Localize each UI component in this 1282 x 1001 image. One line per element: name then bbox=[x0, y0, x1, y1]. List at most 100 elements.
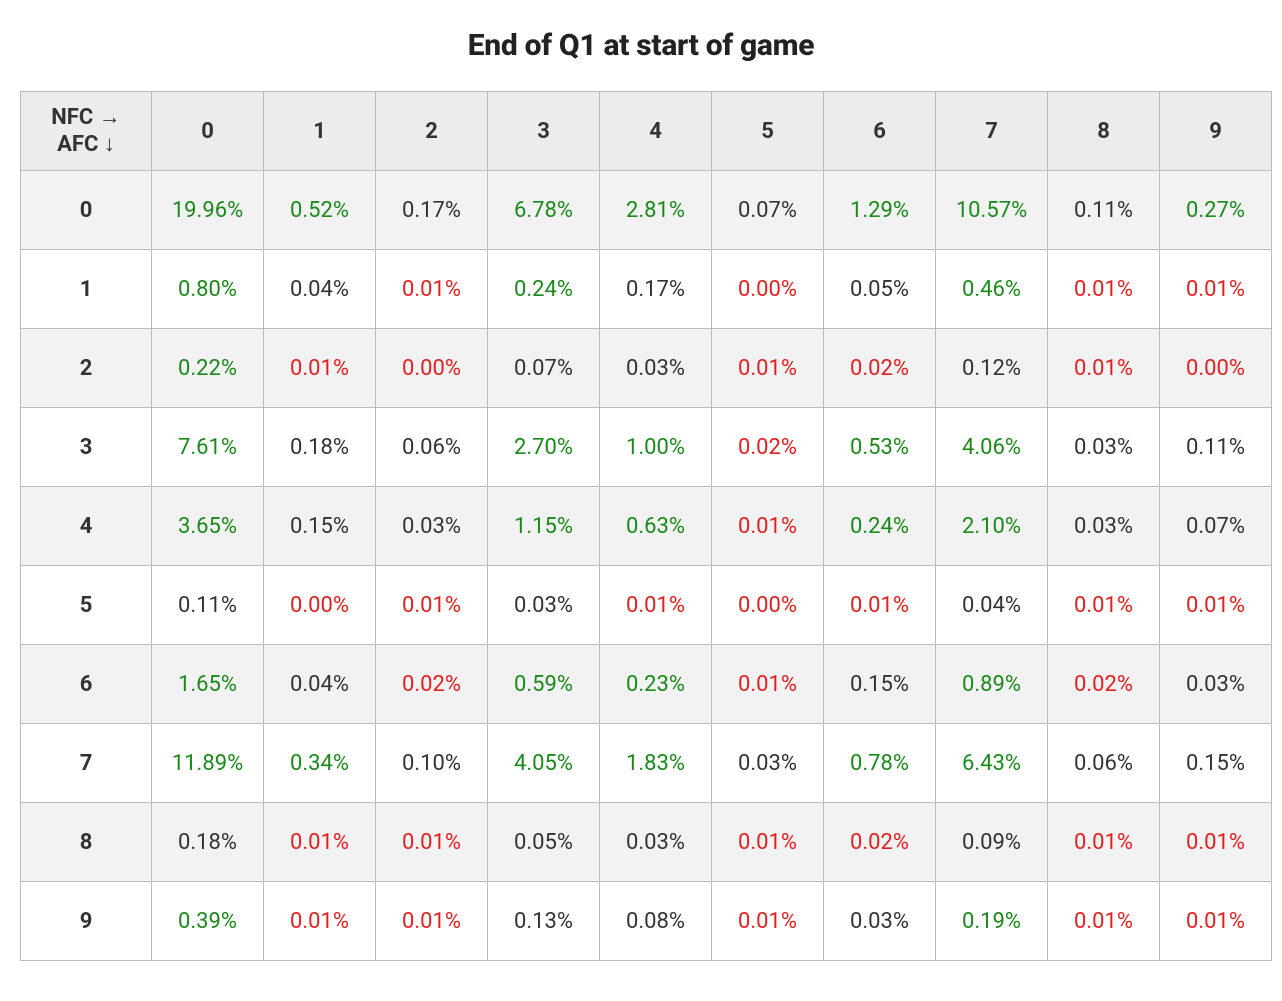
cell-5-0: 0.11% bbox=[152, 566, 264, 645]
cell-value: 0.00% bbox=[402, 356, 461, 381]
cell-value: 0.15% bbox=[850, 672, 909, 697]
cell-0-2: 0.17% bbox=[376, 171, 488, 250]
cell-7-9: 0.15% bbox=[1160, 724, 1272, 803]
cell-6-4: 0.23% bbox=[600, 645, 712, 724]
cell-2-6: 0.02% bbox=[824, 329, 936, 408]
cell-8-3: 0.05% bbox=[488, 803, 600, 882]
corner-line-1: NFC → bbox=[21, 104, 151, 132]
col-header-8: 8 bbox=[1048, 92, 1160, 171]
cell-6-9: 0.03% bbox=[1160, 645, 1272, 724]
table-body: 019.96%0.52%0.17%6.78%2.81%0.07%1.29%10.… bbox=[21, 171, 1272, 961]
page-title: End of Q1 at start of game bbox=[20, 28, 1262, 63]
cell-6-2: 0.02% bbox=[376, 645, 488, 724]
cell-0-7: 10.57% bbox=[936, 171, 1048, 250]
page-wrap: End of Q1 at start of game NFC → AFC ↓ 0… bbox=[0, 0, 1282, 1001]
cell-value: 0.01% bbox=[738, 909, 797, 934]
cell-value: 0.13% bbox=[514, 909, 573, 934]
cell-value: 0.01% bbox=[850, 593, 909, 618]
cell-7-1: 0.34% bbox=[264, 724, 376, 803]
cell-4-4: 0.63% bbox=[600, 487, 712, 566]
cell-value: 0.02% bbox=[850, 356, 909, 381]
col-header-3: 3 bbox=[488, 92, 600, 171]
cell-5-6: 0.01% bbox=[824, 566, 936, 645]
cell-value: 0.19% bbox=[962, 909, 1021, 934]
cell-value: 0.01% bbox=[1186, 277, 1245, 302]
cell-value: 1.83% bbox=[626, 751, 685, 776]
cell-value: 0.03% bbox=[738, 751, 797, 776]
cell-value: 0.01% bbox=[290, 909, 349, 934]
cell-5-3: 0.03% bbox=[488, 566, 600, 645]
corner-line-2: AFC ↓ bbox=[21, 131, 151, 159]
cell-2-9: 0.00% bbox=[1160, 329, 1272, 408]
cell-4-9: 0.07% bbox=[1160, 487, 1272, 566]
cell-9-2: 0.01% bbox=[376, 882, 488, 961]
cell-value: 0.01% bbox=[290, 356, 349, 381]
cell-value: 0.78% bbox=[850, 751, 909, 776]
cell-2-4: 0.03% bbox=[600, 329, 712, 408]
cell-value: 0.04% bbox=[290, 277, 349, 302]
cell-3-5: 0.02% bbox=[712, 408, 824, 487]
row-header-7: 7 bbox=[21, 724, 152, 803]
cell-2-1: 0.01% bbox=[264, 329, 376, 408]
cell-7-3: 4.05% bbox=[488, 724, 600, 803]
cell-4-3: 1.15% bbox=[488, 487, 600, 566]
cell-2-2: 0.00% bbox=[376, 329, 488, 408]
table-row: 37.61%0.18%0.06%2.70%1.00%0.02%0.53%4.06… bbox=[21, 408, 1272, 487]
cell-7-8: 0.06% bbox=[1048, 724, 1160, 803]
cell-2-3: 0.07% bbox=[488, 329, 600, 408]
cell-value: 0.08% bbox=[626, 909, 685, 934]
cell-value: 0.18% bbox=[290, 435, 349, 460]
cell-value: 2.81% bbox=[626, 198, 685, 223]
cell-value: 1.00% bbox=[626, 435, 685, 460]
col-header-6: 6 bbox=[824, 92, 936, 171]
cell-value: 0.01% bbox=[738, 830, 797, 855]
cell-5-5: 0.00% bbox=[712, 566, 824, 645]
cell-value: 0.46% bbox=[962, 277, 1021, 302]
cell-4-1: 0.15% bbox=[264, 487, 376, 566]
cell-value: 0.39% bbox=[178, 909, 237, 934]
cell-value: 0.03% bbox=[1074, 514, 1133, 539]
cell-value: 0.18% bbox=[178, 830, 237, 855]
cell-value: 0.17% bbox=[626, 277, 685, 302]
cell-2-5: 0.01% bbox=[712, 329, 824, 408]
cell-9-4: 0.08% bbox=[600, 882, 712, 961]
cell-0-3: 6.78% bbox=[488, 171, 600, 250]
cell-3-0: 7.61% bbox=[152, 408, 264, 487]
cell-9-3: 0.13% bbox=[488, 882, 600, 961]
cell-8-7: 0.09% bbox=[936, 803, 1048, 882]
probability-table: NFC → AFC ↓ 0 1 2 3 4 5 6 7 8 9 019.96%0… bbox=[20, 91, 1272, 961]
cell-1-4: 0.17% bbox=[600, 250, 712, 329]
cell-4-8: 0.03% bbox=[1048, 487, 1160, 566]
cell-value: 0.01% bbox=[290, 830, 349, 855]
cell-6-6: 0.15% bbox=[824, 645, 936, 724]
table-row: 80.18%0.01%0.01%0.05%0.03%0.01%0.02%0.09… bbox=[21, 803, 1272, 882]
row-header-2: 2 bbox=[21, 329, 152, 408]
cell-2-0: 0.22% bbox=[152, 329, 264, 408]
cell-value: 0.01% bbox=[738, 514, 797, 539]
cell-1-2: 0.01% bbox=[376, 250, 488, 329]
cell-4-0: 3.65% bbox=[152, 487, 264, 566]
col-header-7: 7 bbox=[936, 92, 1048, 171]
cell-9-9: 0.01% bbox=[1160, 882, 1272, 961]
row-header-1: 1 bbox=[21, 250, 152, 329]
cell-8-2: 0.01% bbox=[376, 803, 488, 882]
table-row: 019.96%0.52%0.17%6.78%2.81%0.07%1.29%10.… bbox=[21, 171, 1272, 250]
cell-3-3: 2.70% bbox=[488, 408, 600, 487]
cell-value: 6.43% bbox=[962, 751, 1021, 776]
cell-5-2: 0.01% bbox=[376, 566, 488, 645]
cell-value: 0.01% bbox=[626, 593, 685, 618]
cell-value: 0.05% bbox=[514, 830, 573, 855]
cell-value: 0.24% bbox=[850, 514, 909, 539]
col-header-5: 5 bbox=[712, 92, 824, 171]
cell-3-9: 0.11% bbox=[1160, 408, 1272, 487]
cell-value: 0.01% bbox=[402, 830, 461, 855]
cell-value: 0.07% bbox=[514, 356, 573, 381]
cell-value: 0.23% bbox=[626, 672, 685, 697]
cell-value: 0.01% bbox=[1074, 356, 1133, 381]
row-header-3: 3 bbox=[21, 408, 152, 487]
cell-1-8: 0.01% bbox=[1048, 250, 1160, 329]
table-row: 90.39%0.01%0.01%0.13%0.08%0.01%0.03%0.19… bbox=[21, 882, 1272, 961]
cell-value: 0.10% bbox=[402, 751, 461, 776]
cell-3-4: 1.00% bbox=[600, 408, 712, 487]
cell-value: 0.01% bbox=[1074, 909, 1133, 934]
